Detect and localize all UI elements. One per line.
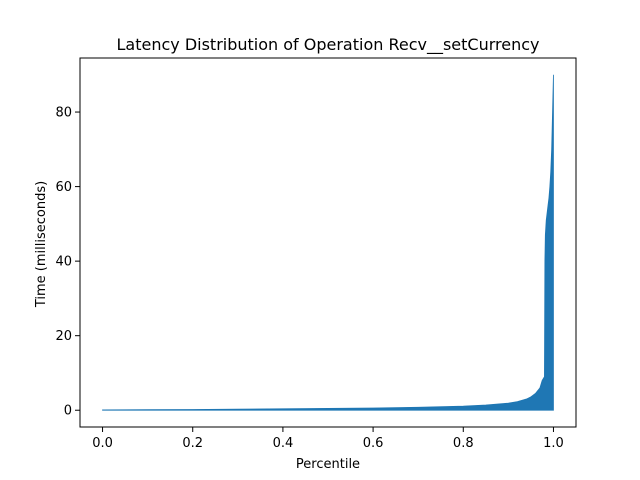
x-axis-label: Percentile [296, 457, 360, 472]
y-tick-label: 0 [64, 404, 72, 419]
x-tick-label: 1.0 [543, 436, 564, 451]
y-tick-label: 60 [55, 180, 72, 195]
chart-title: Latency Distribution of Operation Recv__… [116, 35, 539, 55]
plot-area [102, 74, 554, 411]
y-tick-label: 20 [55, 329, 72, 344]
y-axis-ticks: 0 20 40 60 80 [55, 106, 80, 419]
y-axis-label: Time (milliseconds) [34, 181, 49, 308]
x-tick-label: 0.8 [453, 436, 474, 451]
latency-area-series-0 [102, 74, 554, 411]
x-tick-label: 0.4 [273, 436, 294, 451]
y-tick-label: 40 [55, 255, 72, 270]
y-tick-label: 80 [55, 106, 72, 121]
x-axis-ticks: 0.0 0.2 0.4 0.6 0.8 1.0 [92, 427, 564, 451]
x-tick-label: 0.0 [92, 436, 113, 451]
x-tick-label: 0.6 [363, 436, 384, 451]
plot-frame [79, 57, 577, 428]
x-tick-label: 0.2 [182, 436, 203, 451]
